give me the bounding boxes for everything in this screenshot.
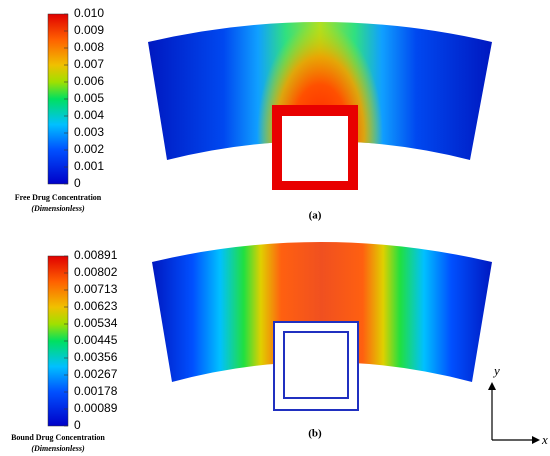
colorbar-unit: (Dimensionless) [31,444,85,453]
colorbar-unit: (Dimensionless) [31,204,85,213]
colorbar-tick-label: 0.00356 [74,350,118,364]
colorbar-label: Free Drug Concentration [15,193,102,202]
colorbar-tick-label: 0.001 [74,159,104,173]
colorbar-tick-label: 0.007 [74,57,104,71]
colorbar-tick-label: 0.00713 [74,282,118,296]
colorbar-tick-label: 0.00445 [74,333,118,347]
colorbar-tick-label: 0.00178 [74,384,118,398]
colorbar-tick-label: 0.00089 [74,401,118,415]
source-outer [273,321,359,411]
colorbar-tick-label: 0.00534 [74,316,118,330]
colorbar-tick-label: 0.00802 [74,265,118,279]
source-core [282,116,348,181]
colorbar-tick-label: 0.002 [74,142,104,156]
source-inner [283,331,349,399]
caption: (b) [308,428,322,440]
colorbar-tick-label: 0.010 [74,6,104,20]
contour-hotspot [148,22,492,160]
colorbar-tick-label: 0.008 [74,40,104,54]
colorbar-tick-label: 0 [74,418,81,432]
y-arrowhead [488,382,496,390]
colorbar-tick-label: 0 [74,176,81,190]
x-axis-label: x [541,432,548,447]
colorbar-tick-label: 0.00891 [74,248,118,262]
colorbar-tick-label: 0.009 [74,23,104,37]
colorbar-tick-label: 0.00623 [74,299,118,313]
x-arrowhead [532,436,540,444]
contour-field [152,242,492,382]
y-axis-label: y [492,363,500,378]
colorbar-tick-label: 0.005 [74,91,104,105]
caption: (a) [309,210,322,222]
colorbar-tick-label: 0.004 [74,108,104,122]
colorbar-label: Bound Drug Concentration [11,433,105,442]
colorbar-tick-label: 0.003 [74,125,104,139]
colorbar-tick-label: 0.00267 [74,367,118,381]
colorbar-tick-label: 0.006 [74,74,104,88]
